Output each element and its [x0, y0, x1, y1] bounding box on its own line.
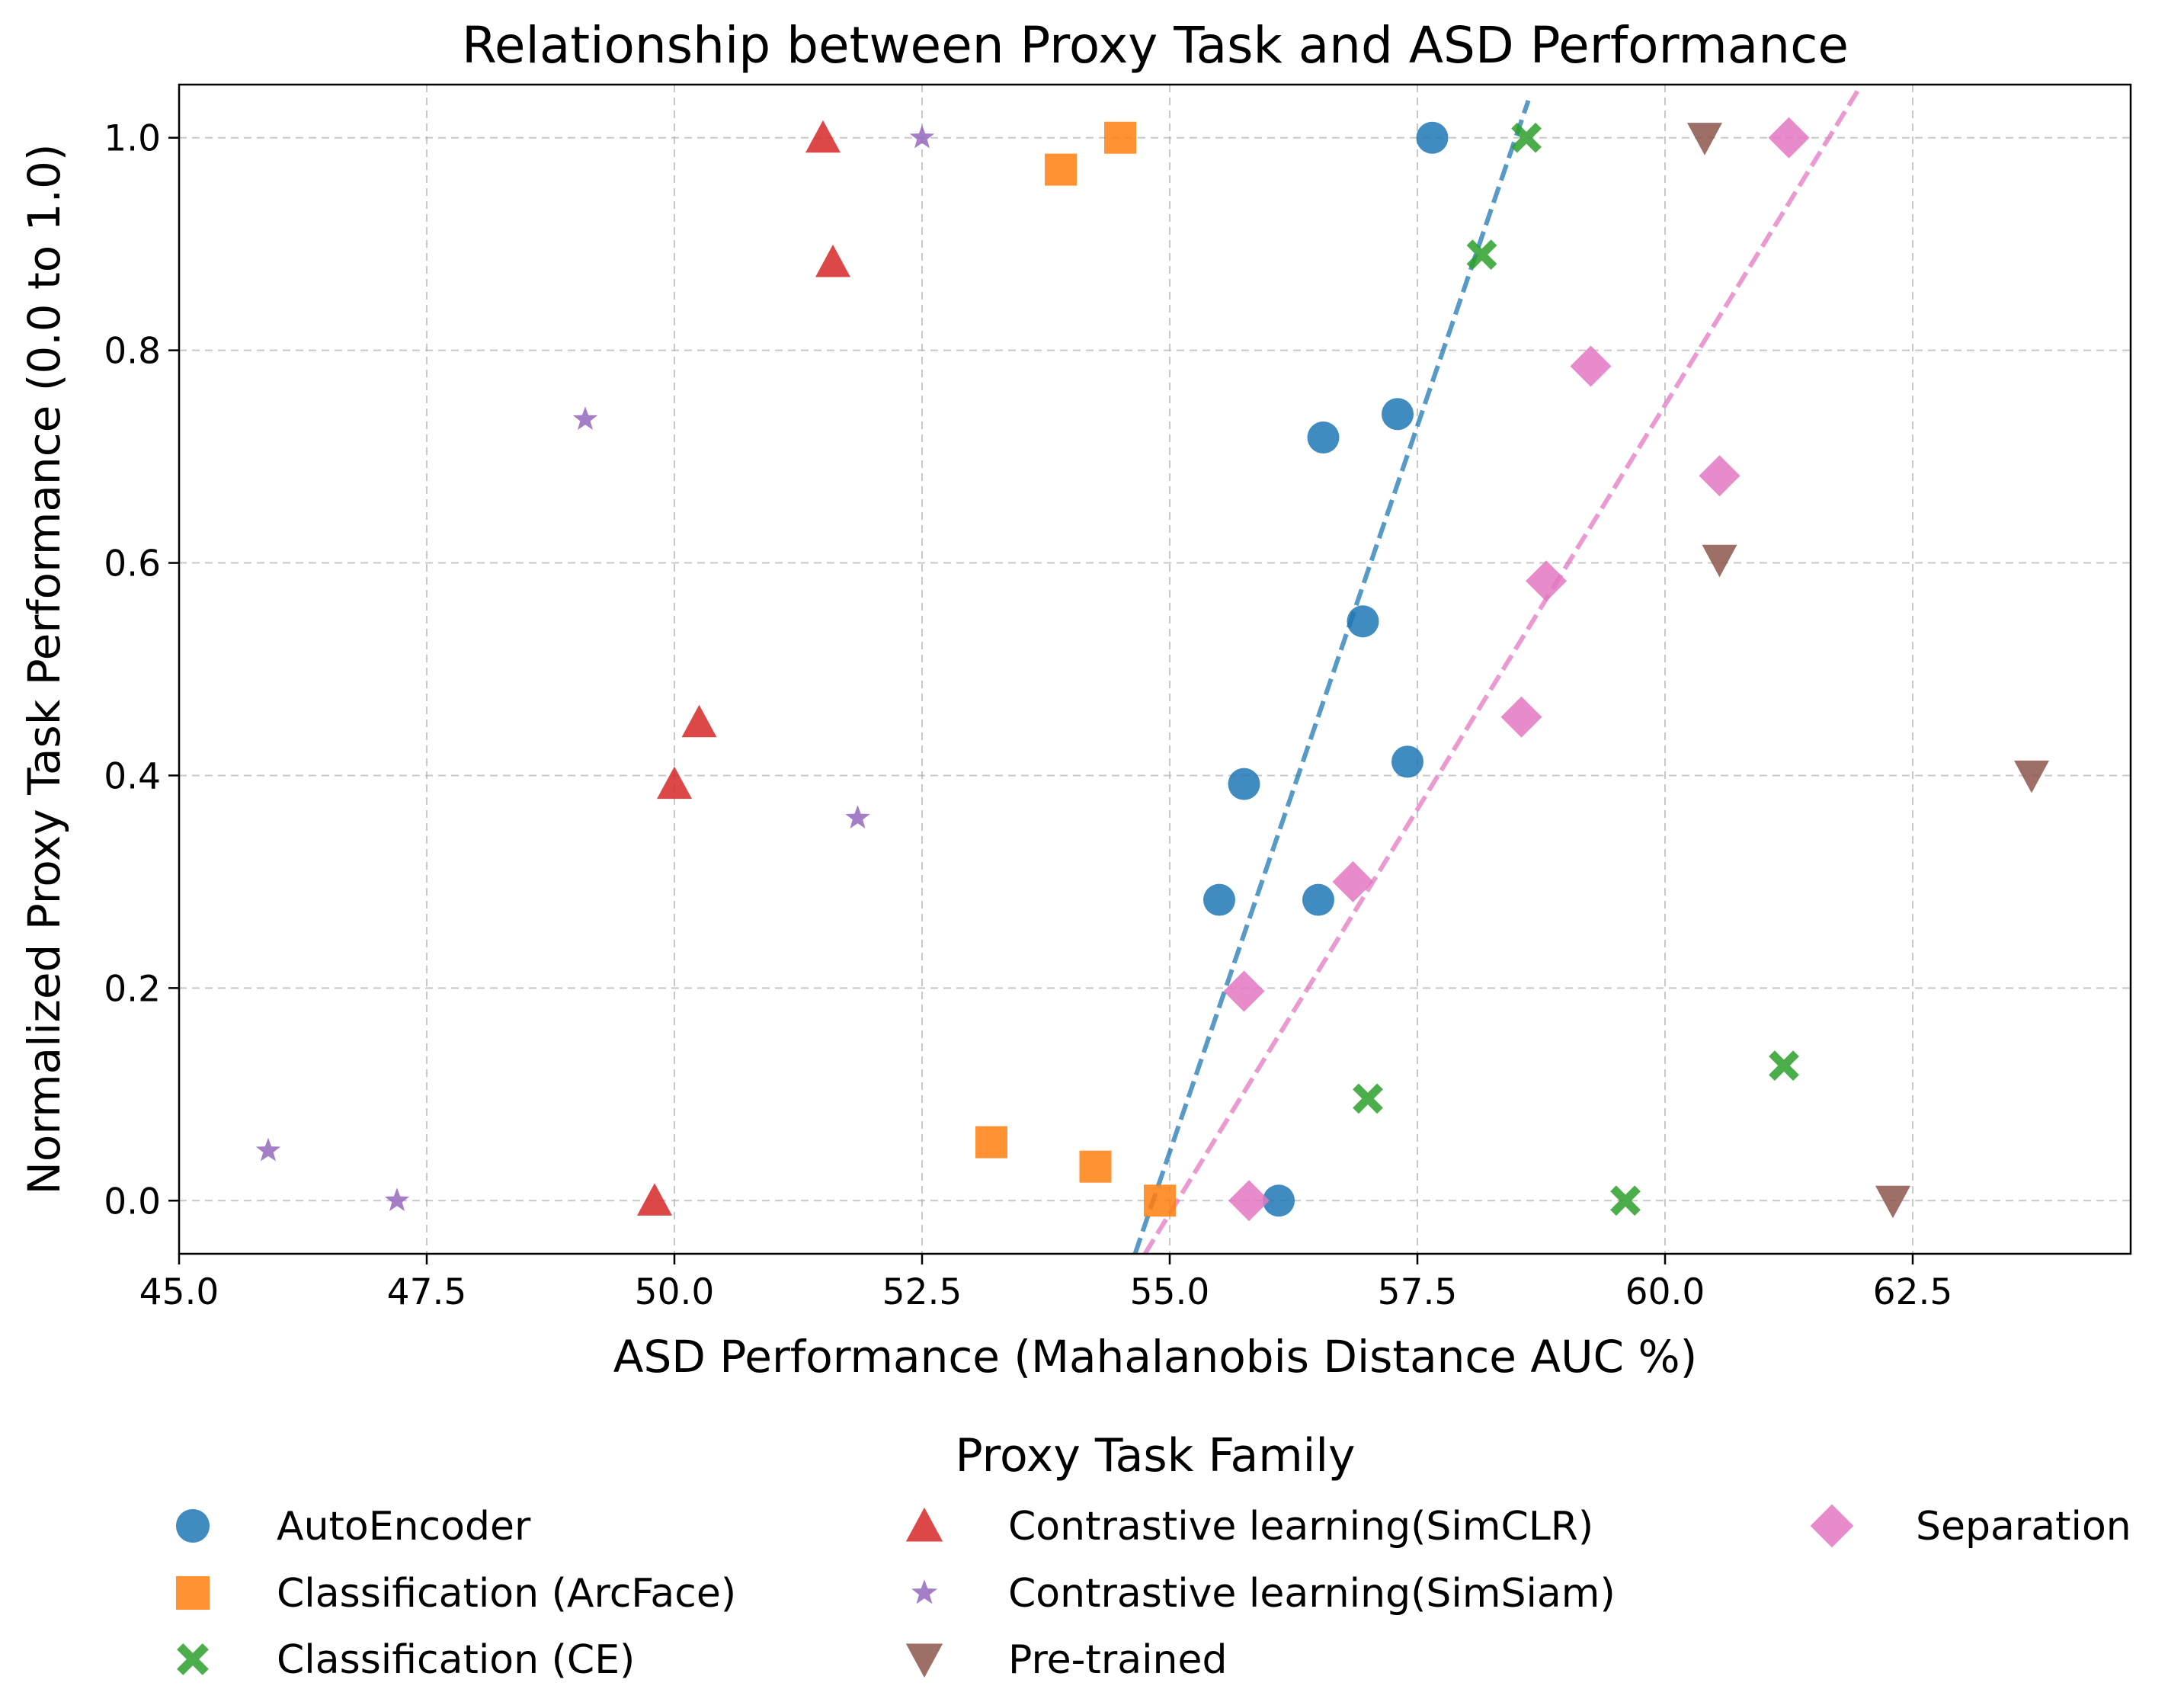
data-point [1570, 345, 1612, 387]
series-classification-ce- [1353, 122, 1799, 1216]
data-points [255, 117, 2049, 1222]
data-point [1769, 1050, 1799, 1082]
legend-item: Classification (ArcFace) [175, 1571, 736, 1617]
data-point [975, 1126, 1007, 1159]
data-point [1307, 421, 1340, 453]
legend-marker [911, 1579, 937, 1604]
legend-marker [175, 1575, 210, 1610]
series-classification-arcface- [975, 121, 1176, 1217]
data-point [1228, 768, 1260, 800]
data-point [1203, 883, 1235, 916]
legend-marker [905, 1643, 943, 1678]
y-axis-ticks: 0.0 0.2 0.4 0.6 0.8 1.0 [104, 118, 179, 1223]
data-point [815, 244, 850, 277]
x-tick-label: 57.5 [1378, 1271, 1458, 1313]
legend-marker [1810, 1504, 1854, 1548]
series-pre-trained [1687, 123, 2049, 1219]
data-point [1768, 117, 1810, 159]
data-point [1223, 970, 1265, 1012]
legend-item: Contrastive learning(SimCLR) [905, 1504, 1593, 1550]
y-tick-label: 0.0 [104, 1181, 161, 1223]
legend-label: Contrastive learning(SimCLR) [1008, 1504, 1593, 1550]
data-point [845, 805, 870, 828]
series-autoencoder [1203, 121, 1449, 1217]
series-separation [1223, 117, 1810, 1222]
x-tick-label: 62.5 [1873, 1271, 1953, 1313]
data-point [1079, 1150, 1112, 1183]
data-point [637, 1183, 672, 1216]
x-axis-label: ASD Performance (Mahalanobis Distance AU… [613, 1331, 1697, 1383]
x-tick-label: 50.0 [635, 1271, 715, 1313]
data-point [657, 766, 692, 800]
data-point [1302, 883, 1334, 916]
y-tick-label: 0.6 [104, 543, 161, 585]
data-point [1382, 398, 1414, 431]
x-axis-ticks: 45.0 47.5 50.0 52.5 55.0 57.5 60.0 62.5 [139, 1254, 1953, 1313]
x-tick-label: 45.0 [139, 1271, 219, 1313]
x-tick-label: 55.0 [1130, 1271, 1210, 1313]
chart-title: Relationship between Proxy Task and ASD … [462, 16, 1849, 75]
y-tick-label: 0.4 [104, 755, 161, 797]
data-point [1526, 560, 1567, 602]
data-point [681, 704, 717, 738]
data-point [1104, 121, 1136, 154]
data-point [1875, 1185, 1910, 1219]
x-tick-label: 47.5 [387, 1271, 467, 1313]
legend-item: AutoEncoder [175, 1504, 531, 1550]
data-point [1500, 696, 1542, 738]
data-point [255, 1137, 281, 1162]
x-tick-label: 52.5 [882, 1271, 962, 1313]
legend-label: Classification (CE) [277, 1637, 635, 1683]
legend-item: Classification (CE) [177, 1637, 635, 1683]
data-point [384, 1187, 410, 1211]
legend-item: Separation [1810, 1504, 2131, 1550]
data-point [1416, 121, 1449, 154]
series-contrastive-learning-simsiam- [255, 124, 935, 1211]
data-point [1702, 544, 1737, 578]
data-point [2014, 760, 2049, 793]
legend-marker [177, 1643, 209, 1675]
data-point [1228, 1180, 1270, 1222]
legend-label: AutoEncoder [277, 1504, 531, 1550]
series-contrastive-learning-simclr- [637, 120, 850, 1216]
legend-title: Proxy Task Family [955, 1429, 1355, 1482]
legend: AutoEncoder Classification (ArcFace) Class… [175, 1504, 2131, 1683]
data-point [1045, 153, 1077, 186]
data-point [1699, 455, 1740, 497]
y-tick-label: 0.2 [104, 968, 161, 1010]
data-point [1353, 1083, 1383, 1114]
trend-line [1142, 88, 1861, 1255]
data-point [572, 406, 598, 430]
data-point [1347, 605, 1379, 638]
data-point [1610, 1185, 1641, 1216]
legend-label: Separation [1916, 1504, 2131, 1550]
y-tick-label: 1.0 [104, 118, 161, 160]
data-point [1391, 745, 1423, 778]
data-point [1511, 122, 1542, 153]
legend-item: Pre-trained [905, 1637, 1227, 1683]
data-point [1332, 861, 1374, 902]
legend-label: Pre-trained [1008, 1637, 1227, 1683]
data-point [1263, 1184, 1295, 1217]
trend-lines [1132, 88, 1861, 1255]
trend-line [1132, 99, 1531, 1255]
data-point [805, 120, 841, 153]
legend-label: Contrastive learning(SimSiam) [1008, 1571, 1616, 1617]
data-point [1466, 239, 1497, 271]
legend-marker [905, 1507, 943, 1542]
grid-lines [178, 85, 2131, 1254]
data-point [1144, 1184, 1176, 1217]
y-tick-label: 0.8 [104, 331, 161, 373]
data-point [1687, 123, 1722, 155]
y-axis-label: Normalized Proxy Task Performance (0.0 t… [18, 143, 70, 1194]
legend-item: Contrastive learning(SimSiam) [911, 1571, 1616, 1617]
x-tick-label: 60.0 [1625, 1271, 1705, 1313]
plot-frame [178, 83, 2132, 1255]
legend-label: Classification (ArcFace) [277, 1571, 736, 1617]
data-point [909, 124, 935, 149]
legend-marker [175, 1508, 210, 1543]
